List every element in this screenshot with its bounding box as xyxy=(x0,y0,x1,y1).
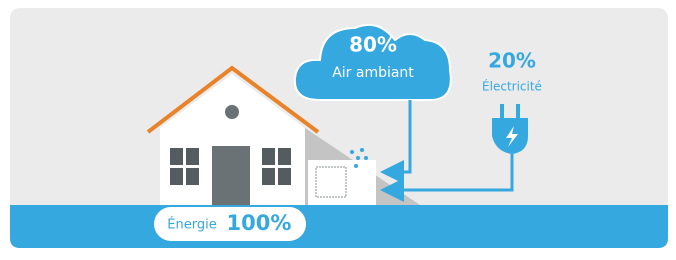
energy-label: Énergie xyxy=(167,217,216,233)
round-window xyxy=(225,105,239,119)
electricity-label: Électricité xyxy=(482,79,542,94)
air-label: Air ambiant xyxy=(332,65,414,81)
fan-grille xyxy=(316,167,346,197)
heat-pump-diagram: 80% Air ambiant 20% Électricité Énergie … xyxy=(0,0,676,256)
energy-percent: 100% xyxy=(227,211,292,235)
electricity-percent: 20% xyxy=(488,49,536,73)
door xyxy=(212,146,250,205)
air-percent: 80% xyxy=(349,33,397,57)
ground xyxy=(10,205,668,248)
